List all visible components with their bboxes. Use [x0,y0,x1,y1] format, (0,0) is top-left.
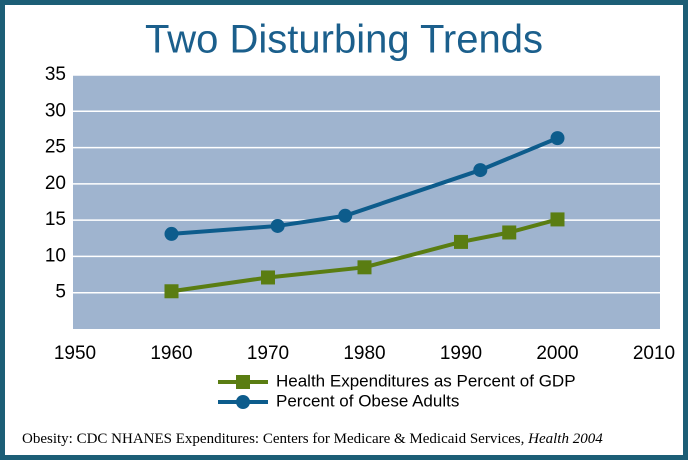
y-tick-label: 5 [55,282,66,303]
marker [236,375,250,389]
legend-label: Percent of Obese Adults [276,391,459,410]
marker [502,225,517,240]
y-tick-label: 25 [45,137,66,158]
y-tick-label: 15 [45,209,66,230]
source-emphasis: Health 2004 [527,431,603,447]
marker [164,226,179,241]
marker [473,163,488,178]
marker [164,284,179,299]
x-tick-label: 2000 [536,343,578,364]
marker [236,395,250,409]
marker [338,208,353,223]
y-tick-label: 30 [45,100,66,121]
x-tick-label: 2010 [633,343,675,364]
x-tick-label: 1960 [150,343,192,364]
marker [261,270,275,285]
plot-area [73,75,660,329]
x-tick-label: 1990 [440,343,482,364]
chart-title: Two Disturbing Trends [145,18,543,62]
source-text: Obesity: CDC NHANES Expenditures: Center… [22,431,524,447]
marker [454,234,468,249]
y-tick-label: 20 [45,173,66,194]
x-tick-label: 1950 [54,343,96,364]
y-tick-label: 35 [45,64,66,85]
marker [357,260,372,275]
legend-label: Health Expenditures as Percent of GDP [276,371,576,390]
y-tick-label: 10 [45,245,66,266]
source: Obesity: CDC NHANES Expenditures: Center… [22,431,603,447]
series-line [171,217,559,294]
marker [270,218,285,233]
x-tick-label: 1970 [247,343,289,364]
x-tick-label: 1980 [343,343,385,364]
marker [550,131,565,146]
marker [550,212,565,227]
